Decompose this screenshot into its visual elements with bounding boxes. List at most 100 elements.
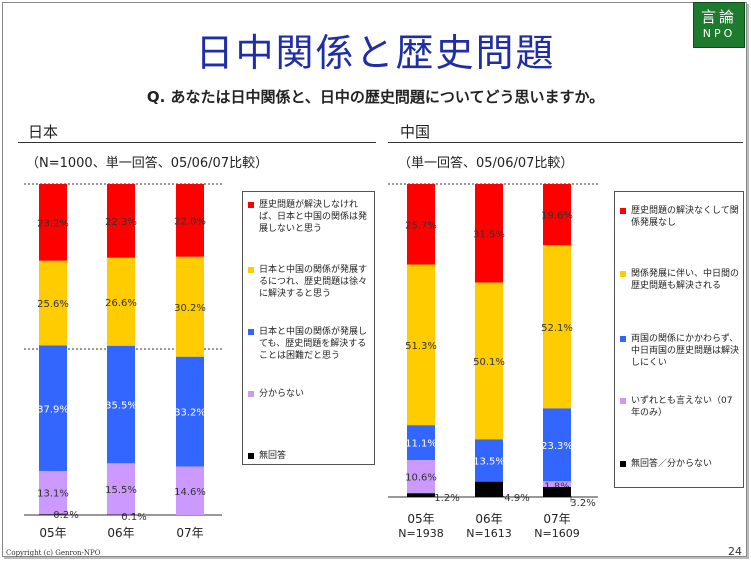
japan-bar-3-segment-4: [176, 466, 204, 515]
data-label: 51.3%: [405, 341, 437, 352]
data-label: 52.1%: [541, 323, 573, 334]
copyright: Copyright (c) Genron-NPO: [6, 549, 101, 557]
legend-swatch: [248, 267, 254, 273]
data-label: 22.0%: [174, 216, 206, 227]
data-label: 31.5%: [473, 229, 505, 240]
china-bar-3-segment-1: [543, 184, 571, 246]
china-legend-item-1: 歴史問題の解決なくして関係発展なし: [620, 205, 739, 229]
data-label: 35.5%: [105, 401, 137, 412]
genron-npo-logo: 言論 NPO: [693, 2, 745, 48]
china-bar-3-segment-5: [543, 486, 571, 497]
japan-bar-1-segment-4: [39, 470, 67, 515]
data-label-small: 4.9%: [504, 493, 529, 504]
legend-swatch: [248, 391, 254, 397]
china-bar-1-segment-5: [407, 493, 435, 497]
data-label: 30.2%: [174, 303, 206, 314]
china-bar-2-segment-1: [475, 184, 503, 283]
x-tick-sublabel: N=1613: [466, 527, 511, 540]
data-label: 50.1%: [473, 357, 505, 368]
japan-section-rule: [18, 142, 376, 143]
china-bar-2-segment-5: [475, 481, 503, 497]
legend-swatch: [620, 461, 626, 467]
legend-label: 日本と中国の関係が発展するにつれ、歴史問題は徐々に解決すると思う: [259, 265, 368, 299]
china-bar-1-segment-1: [407, 184, 435, 265]
data-label: 13.5%: [473, 457, 505, 468]
legend-swatch: [620, 336, 626, 342]
logo-npo: NPO: [702, 27, 736, 40]
china-legend-item-2: 関係発展に伴い、中日間の歴史問題も解決される: [620, 268, 739, 292]
data-label: 23.3%: [541, 441, 573, 452]
data-label: 25.6%: [37, 299, 69, 310]
data-label: 11.1%: [405, 439, 437, 450]
data-label: 26.6%: [105, 298, 137, 309]
legend-label: 分からない: [259, 389, 305, 399]
japan-section-title: 日本: [28, 123, 59, 141]
japan-legend-item-1: 歴史問題が解決しなければ、日本と中国の関係は発展しないと思う: [248, 199, 370, 235]
data-label: 23.2%: [37, 218, 69, 229]
legend-swatch: [620, 398, 626, 404]
china-bar-1-segment-3: [407, 425, 435, 461]
legend-label: 無回答: [259, 451, 287, 461]
data-label: 13.1%: [37, 489, 69, 500]
legend-label: 関係発展に伴い、中日間の歴史問題も解決される: [631, 269, 740, 291]
china-bar-3-segment-4: [543, 481, 571, 487]
legend-swatch: [620, 208, 626, 214]
japan-legend-item-2: 日本と中国の関係が発展するにつれ、歴史問題は徐々に解決すると思う: [248, 264, 370, 300]
leader-line: [502, 495, 506, 498]
x-tick-sublabel: N=1609: [534, 527, 579, 540]
china-bar-3-segment-2: [543, 245, 571, 409]
x-tick-label: 06年: [475, 512, 502, 526]
legend-label: 無回答／分からない: [631, 459, 713, 469]
japan-bar-1-segment-1: [39, 184, 67, 261]
china-legend-item-5: 無回答／分からない: [620, 458, 739, 470]
legend-swatch: [248, 202, 254, 208]
legend-label: 歴史問題の解決なくして関係発展なし: [631, 206, 739, 228]
china-legend-item-3: 両国の関係にかかわらず、中日両国の歴史問題は解決しにくい: [620, 333, 739, 369]
japan-bar-1-segment-5: [39, 514, 67, 515]
china-section-rule: [388, 142, 743, 143]
legend-label: 歴史問題が解決しなければ、日本と中国の関係は発展しないと思う: [259, 200, 368, 234]
data-label: 1.8%: [544, 481, 569, 492]
logo-kanji: 言論: [700, 8, 737, 26]
china-section-title: 中国: [400, 123, 431, 141]
japan-legend-item-4: 分からない: [248, 388, 370, 400]
legend-swatch: [248, 453, 254, 459]
japan-legend-item-5: 無回答: [248, 450, 370, 462]
page-number: 24: [728, 545, 742, 558]
data-label: 22.3%: [105, 217, 137, 228]
japan-bar-1-segment-2: [39, 260, 67, 346]
x-tick-label: 07年: [543, 512, 570, 526]
data-label: 15.5%: [105, 485, 137, 496]
x-tick-sublabel: N=1938: [398, 527, 443, 540]
china-bar-1-segment-4: [407, 460, 435, 494]
japan-legend: 歴史問題が解決しなければ、日本と中国の関係は発展しないと思う 日本と中国の関係が…: [242, 191, 375, 465]
japan-note: （N=1000、単一回答、05/06/07比較）: [26, 156, 269, 171]
survey-question: Q. あなたは日中関係と、日中の歴史問題についてどう思いますか。: [146, 88, 605, 106]
japan-bar-2-segment-2: [107, 257, 135, 346]
china-bar-2-segment-3: [475, 439, 503, 482]
china-bar-3-segment-3: [543, 408, 571, 482]
japan-bar-3-segment-3: [176, 356, 204, 467]
japan-bar-1-segment-3: [39, 345, 67, 471]
china-bar-1-segment-2: [407, 264, 435, 426]
data-label: 33.2%: [174, 408, 206, 419]
data-label: 10.6%: [405, 473, 437, 484]
data-label-small: 1.2%: [434, 493, 459, 504]
china-legend-item-4: いずれとも言えない（07年のみ）: [620, 395, 739, 419]
data-label-small: 0.1%: [121, 512, 146, 523]
slide-title: 日中関係と歴史問題: [195, 31, 556, 75]
legend-label: 両国の関係にかかわらず、中日両国の歴史問題は解決しにくい: [631, 334, 740, 368]
japan-legend-item-3: 日本と中国の関係が発展しても、歴史問題を解決することは困難だと思う: [248, 326, 370, 362]
data-label-small: 3.2%: [570, 498, 595, 509]
x-tick-label: 07年: [176, 526, 203, 540]
data-label: 37.9%: [37, 404, 69, 415]
data-label: 14.6%: [174, 487, 206, 498]
x-tick-label: 05年: [407, 512, 434, 526]
japan-bar-2-segment-3: [107, 345, 135, 464]
legend-label: いずれとも言えない（07年のみ）: [631, 396, 733, 418]
china-bar-2-segment-2: [475, 282, 503, 440]
japan-bar-2-segment-4: [107, 463, 135, 515]
leader-line: [121, 513, 136, 517]
